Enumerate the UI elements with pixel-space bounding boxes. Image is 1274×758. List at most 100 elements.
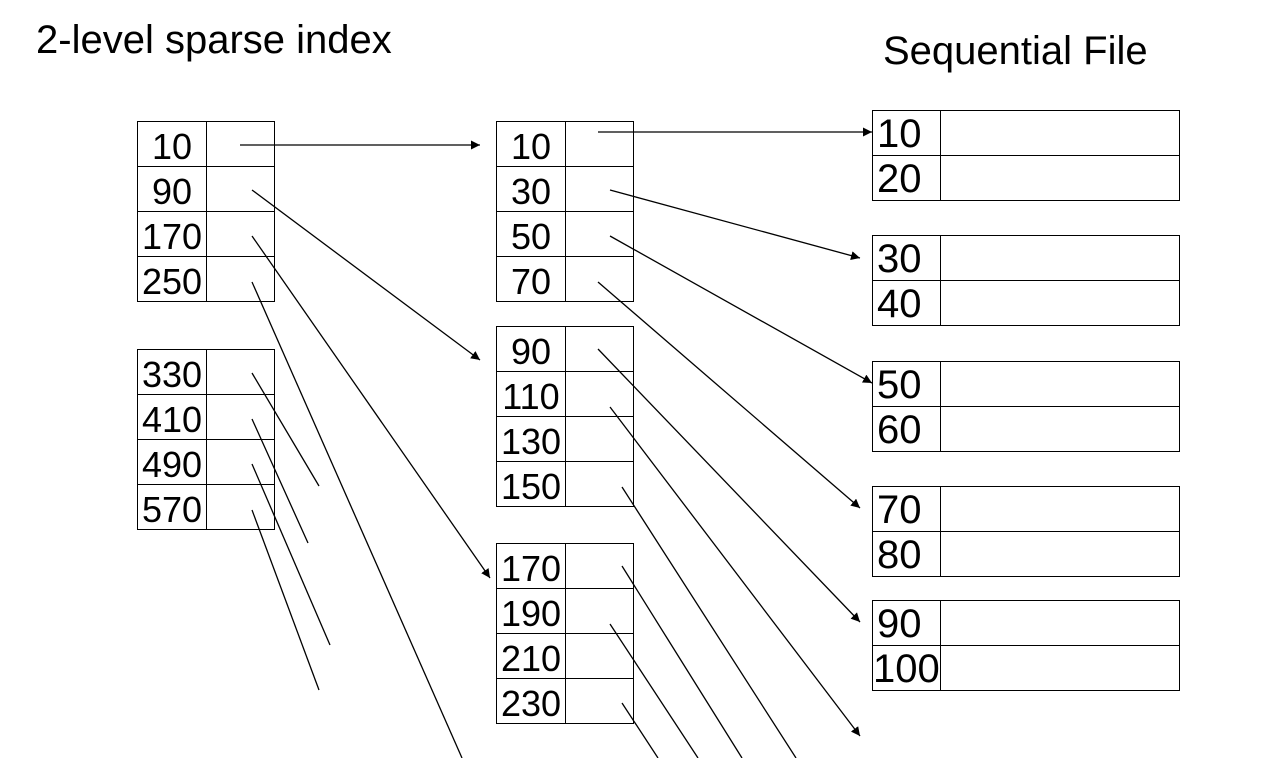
record-key: 50: [873, 362, 941, 406]
index-entry: 90: [138, 167, 275, 212]
index-key: 10: [497, 122, 566, 166]
record-data: [941, 532, 1180, 576]
record: 40: [873, 281, 1180, 326]
index-entry: 70: [497, 257, 634, 302]
pointer-cell: [566, 634, 634, 678]
index-key: 170: [138, 212, 207, 256]
outer-index-block-2: 330 410 490 570: [137, 349, 275, 530]
pointer-cell: [566, 122, 634, 166]
pointer-arrow: [597, 348, 861, 623]
index-entry: 410: [138, 395, 275, 440]
pointer-cell: [566, 417, 634, 461]
pointer-cell: [566, 167, 634, 211]
index-entry: 170: [497, 544, 634, 589]
pointer-cell: [566, 212, 634, 256]
index-key: 230: [497, 679, 566, 723]
record: 20: [873, 156, 1180, 201]
index-key: 330: [138, 350, 207, 394]
pointer-line: [251, 509, 320, 691]
index-entry: 50: [497, 212, 634, 257]
index-entry: 150: [497, 462, 634, 507]
pointer-cell: [207, 212, 275, 256]
index-entry: 30: [497, 167, 634, 212]
sequential-block-1: 10 20: [872, 110, 1180, 201]
sequential-file-title: Sequential File: [883, 29, 1148, 73]
index-key: 50: [497, 212, 566, 256]
index-entry: 130: [497, 417, 634, 462]
index-key: 150: [497, 462, 566, 506]
record-key: 60: [873, 407, 941, 451]
index-key: 10: [138, 122, 207, 166]
pointer-cell: [566, 462, 634, 506]
inner-index-block-2: 90 110 130 150: [496, 326, 634, 507]
record-data: [941, 156, 1180, 200]
record-key: 80: [873, 532, 941, 576]
pointer-arrow: [609, 235, 873, 384]
index-entry: 330: [138, 350, 275, 395]
record-data: [941, 111, 1180, 155]
index-entry: 110: [497, 372, 634, 417]
pointer-cell: [207, 440, 275, 484]
pointer-cell: [566, 589, 634, 633]
index-entry: 90: [497, 327, 634, 372]
index-key: 110: [497, 372, 566, 416]
inner-index-block-1: 10 30 50 70: [496, 121, 634, 302]
record-key: 10: [873, 111, 941, 155]
record: 70: [873, 487, 1180, 532]
pointer-cell: [207, 395, 275, 439]
index-key: 490: [138, 440, 207, 484]
pointer-arrow: [609, 189, 861, 260]
pointer-line: [621, 565, 743, 758]
record-data: [941, 362, 1180, 406]
record: 100: [873, 646, 1180, 691]
index-entry: 230: [497, 679, 634, 724]
record-key: 100: [873, 646, 941, 691]
sequential-block-4: 70 80: [872, 486, 1180, 577]
index-key: 30: [497, 167, 566, 211]
index-key: 250: [138, 257, 207, 301]
pointer-cell: [207, 350, 275, 394]
sequential-block-2: 30 40: [872, 235, 1180, 326]
record-key: 40: [873, 281, 941, 325]
pointer-cell: [566, 544, 634, 588]
record-key: 30: [873, 236, 941, 280]
record: 30: [873, 236, 1180, 281]
pointer-cell: [207, 167, 275, 211]
outer-index-block-1: 10 90 170 250: [137, 121, 275, 302]
inner-index-block-3: 170 190 210 230: [496, 543, 634, 724]
index-key: 90: [497, 327, 566, 371]
sequential-block-3: 50 60: [872, 361, 1180, 452]
index-key: 410: [138, 395, 207, 439]
pointer-cell: [207, 485, 275, 529]
diagram-title: 2-level sparse index: [36, 18, 392, 62]
sequential-block-5: 90 100: [872, 600, 1180, 691]
index-entry: 190: [497, 589, 634, 634]
record-data: [941, 281, 1180, 325]
pointer-line: [251, 281, 463, 758]
record: 50: [873, 362, 1180, 407]
record-key: 90: [873, 601, 941, 645]
index-entry: 170: [138, 212, 275, 257]
index-key: 130: [497, 417, 566, 461]
index-key: 570: [138, 485, 207, 529]
record: 80: [873, 532, 1180, 577]
index-entry: 490: [138, 440, 275, 485]
pointer-arrow: [251, 235, 491, 579]
pointer-cell: [207, 257, 275, 301]
pointer-cell: [566, 679, 634, 723]
index-key: 210: [497, 634, 566, 678]
record-key: 70: [873, 487, 941, 531]
record: 90: [873, 601, 1180, 646]
index-key: 90: [138, 167, 207, 211]
pointer-cell: [566, 257, 634, 301]
pointer-arrow: [609, 406, 861, 737]
index-entry: 210: [497, 634, 634, 679]
record-data: [941, 646, 1180, 690]
record: 10: [873, 111, 1180, 156]
index-entry: 570: [138, 485, 275, 530]
record-data: [941, 236, 1180, 280]
pointer-cell: [566, 372, 634, 416]
record: 60: [873, 407, 1180, 452]
index-entry: 10: [497, 122, 634, 167]
index-key: 170: [497, 544, 566, 588]
